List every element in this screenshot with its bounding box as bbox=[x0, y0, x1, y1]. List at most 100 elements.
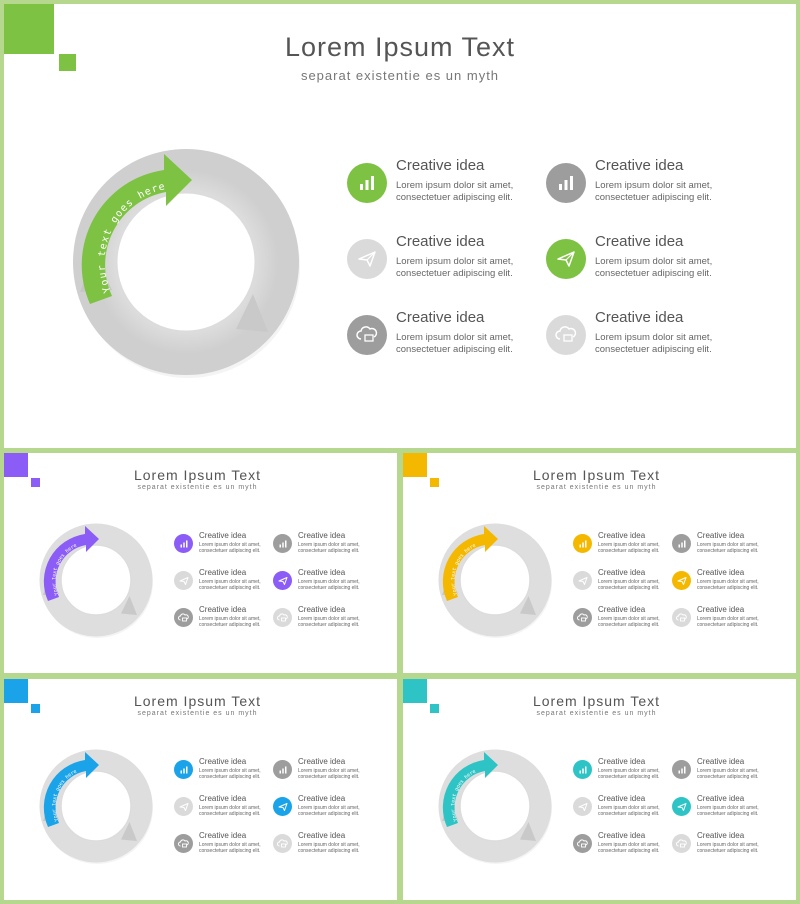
paper-plane-icon bbox=[573, 571, 592, 590]
feature-item: Creative idea Lorem ipsum dolor sit amet… bbox=[271, 531, 371, 557]
ring-center bbox=[116, 192, 256, 332]
item-text-line1: Lorem ipsum dolor sit amet, bbox=[298, 616, 360, 622]
accent-arrow bbox=[442, 526, 498, 601]
feature-item: Creative idea Lorem ipsum dolor sit amet… bbox=[347, 233, 547, 287]
gray-arrow-head-right bbox=[520, 822, 536, 841]
feature-item: Creative idea Lorem ipsum dolor sit amet… bbox=[172, 568, 272, 594]
feature-item: Creative idea Lorem ipsum dolor sit amet… bbox=[670, 605, 770, 631]
item-heading: Creative idea bbox=[298, 605, 346, 614]
paper-plane-icon bbox=[273, 571, 292, 590]
feature-item: Creative idea Lorem ipsum dolor sit amet… bbox=[571, 794, 671, 820]
item-heading: Creative idea bbox=[697, 794, 745, 803]
slide-title: Lorem Ipsum Text bbox=[133, 693, 261, 709]
cloud-icon bbox=[573, 834, 592, 853]
ring-inner-edge bbox=[459, 544, 531, 616]
feature-item: Creative idea Lorem ipsum dolor sit amet… bbox=[670, 794, 770, 820]
ring-center bbox=[460, 545, 530, 615]
feature-item: Creative idea Lorem ipsum dolor sit amet… bbox=[271, 794, 371, 820]
item-text-line2: consectetuer adipiscing elit. bbox=[396, 268, 513, 279]
item-text-line1: Lorem ipsum dolor sit amet, bbox=[598, 768, 660, 774]
cloud-icon bbox=[672, 608, 691, 627]
bar-chart-icon bbox=[174, 760, 193, 779]
item-heading: Creative idea bbox=[199, 605, 247, 614]
item-heading: Creative idea bbox=[396, 233, 485, 250]
cloud-icon bbox=[174, 834, 193, 853]
item-text-line1: Lorem ipsum dolor sit amet, bbox=[595, 332, 713, 343]
ring-center bbox=[460, 771, 530, 841]
feature-item: Creative idea Lorem ipsum dolor sit amet… bbox=[271, 757, 371, 783]
cloud-icon bbox=[546, 315, 586, 355]
slide-subtitle: separat existentie es un myth bbox=[137, 710, 258, 717]
paper-plane-icon bbox=[273, 797, 292, 816]
item-text-line1: Lorem ipsum dolor sit amet, bbox=[298, 542, 360, 548]
item-heading: Creative idea bbox=[598, 605, 646, 614]
item-text-line1: Lorem ipsum dolor sit amet, bbox=[697, 542, 759, 548]
item-heading: Creative idea bbox=[199, 568, 247, 577]
feature-item: Creative idea Lorem ipsum dolor sit amet… bbox=[571, 568, 671, 594]
item-heading: Creative idea bbox=[595, 309, 684, 326]
cycle-ring-diagram: Your text goes here bbox=[39, 749, 153, 864]
cloud-icon bbox=[672, 834, 691, 853]
feature-item: Creative idea Lorem ipsum dolor sit amet… bbox=[571, 531, 671, 557]
ring-inner-edge bbox=[459, 770, 531, 842]
item-heading: Creative idea bbox=[298, 568, 346, 577]
feature-item: Creative idea Lorem ipsum dolor sit amet… bbox=[571, 831, 671, 857]
gray-arrow-head-right bbox=[121, 596, 137, 615]
cycle-ring-diagram: Your text goes here bbox=[39, 523, 153, 638]
item-text-line1: Lorem ipsum dolor sit amet, bbox=[697, 768, 759, 774]
item-text-line2: consectetuer adipiscing elit. bbox=[199, 585, 261, 591]
slide-title: Lorem Ipsum Text bbox=[284, 32, 516, 62]
feature-item: Creative idea Lorem ipsum dolor sit amet… bbox=[546, 233, 746, 287]
accent-square-small bbox=[31, 704, 40, 713]
accent-square-large bbox=[4, 4, 54, 54]
item-text-line1: Lorem ipsum dolor sit amet, bbox=[598, 542, 660, 548]
item-text-line2: consectetuer adipiscing elit. bbox=[396, 344, 513, 355]
paper-plane-icon bbox=[672, 797, 691, 816]
item-text-line2: consectetuer adipiscing elit. bbox=[598, 811, 660, 817]
cycle-ring-diagram: Your text goes here bbox=[438, 749, 552, 864]
item-text-line1: Lorem ipsum dolor sit amet, bbox=[199, 616, 261, 622]
feature-item: Creative idea Lorem ipsum dolor sit amet… bbox=[347, 157, 547, 211]
item-text-line1: Lorem ipsum dolor sit amet, bbox=[697, 805, 759, 811]
bar-chart-icon bbox=[573, 534, 592, 553]
item-text-line2: consectetuer adipiscing elit. bbox=[595, 268, 712, 279]
item-text-line1: Lorem ipsum dolor sit amet, bbox=[598, 579, 660, 585]
bar-chart-icon bbox=[273, 760, 292, 779]
bar-chart-icon bbox=[546, 163, 586, 203]
item-text-line2: consectetuer adipiscing elit. bbox=[697, 811, 759, 817]
item-heading: Creative idea bbox=[598, 757, 646, 766]
slide-yellow: Lorem Ipsum Text separat existentie es un… bbox=[403, 453, 796, 673]
feature-item: Creative idea Lorem ipsum dolor sit amet… bbox=[670, 568, 770, 594]
feature-item: Creative idea Lorem ipsum dolor sit amet… bbox=[271, 831, 371, 857]
bar-chart-icon bbox=[672, 534, 691, 553]
accent-square-large bbox=[403, 453, 427, 477]
item-heading: Creative idea bbox=[595, 157, 684, 174]
paper-plane-icon bbox=[546, 239, 586, 279]
accent-square-small bbox=[31, 478, 40, 487]
item-text-line2: consectetuer adipiscing elit. bbox=[598, 622, 660, 628]
accent-square-large bbox=[4, 453, 28, 477]
item-text-line1: Lorem ipsum dolor sit amet, bbox=[697, 579, 759, 585]
item-text-line1: Lorem ipsum dolor sit amet, bbox=[298, 805, 360, 811]
slide-purple: Lorem Ipsum Text separat existentie es un… bbox=[4, 453, 397, 673]
paper-plane-icon bbox=[672, 571, 691, 590]
item-heading: Creative idea bbox=[697, 531, 745, 540]
item-text-line2: consectetuer adipiscing elit. bbox=[598, 548, 660, 554]
item-heading: Creative idea bbox=[199, 794, 247, 803]
ring-center bbox=[61, 771, 131, 841]
bar-chart-icon bbox=[672, 760, 691, 779]
item-text-line1: Lorem ipsum dolor sit amet, bbox=[697, 842, 759, 848]
item-text-line2: consectetuer adipiscing elit. bbox=[298, 811, 360, 817]
accent-arrow bbox=[442, 752, 498, 827]
item-text-line2: consectetuer adipiscing elit. bbox=[697, 622, 759, 628]
item-heading: Creative idea bbox=[598, 568, 646, 577]
item-text-line2: consectetuer adipiscing elit. bbox=[595, 192, 712, 203]
gray-arrow-head-right bbox=[236, 294, 268, 332]
item-text-line2: consectetuer adipiscing elit. bbox=[598, 774, 660, 780]
item-heading: Creative idea bbox=[598, 831, 646, 840]
slide-blue: Lorem Ipsum Text separat existentie es un… bbox=[4, 679, 397, 900]
slide-subtitle: separat existentie es un myth bbox=[300, 68, 500, 83]
item-text-line1: Lorem ipsum dolor sit amet, bbox=[199, 579, 261, 585]
item-text-line2: consectetuer adipiscing elit. bbox=[199, 548, 261, 554]
item-text-line2: consectetuer adipiscing elit. bbox=[595, 344, 712, 355]
